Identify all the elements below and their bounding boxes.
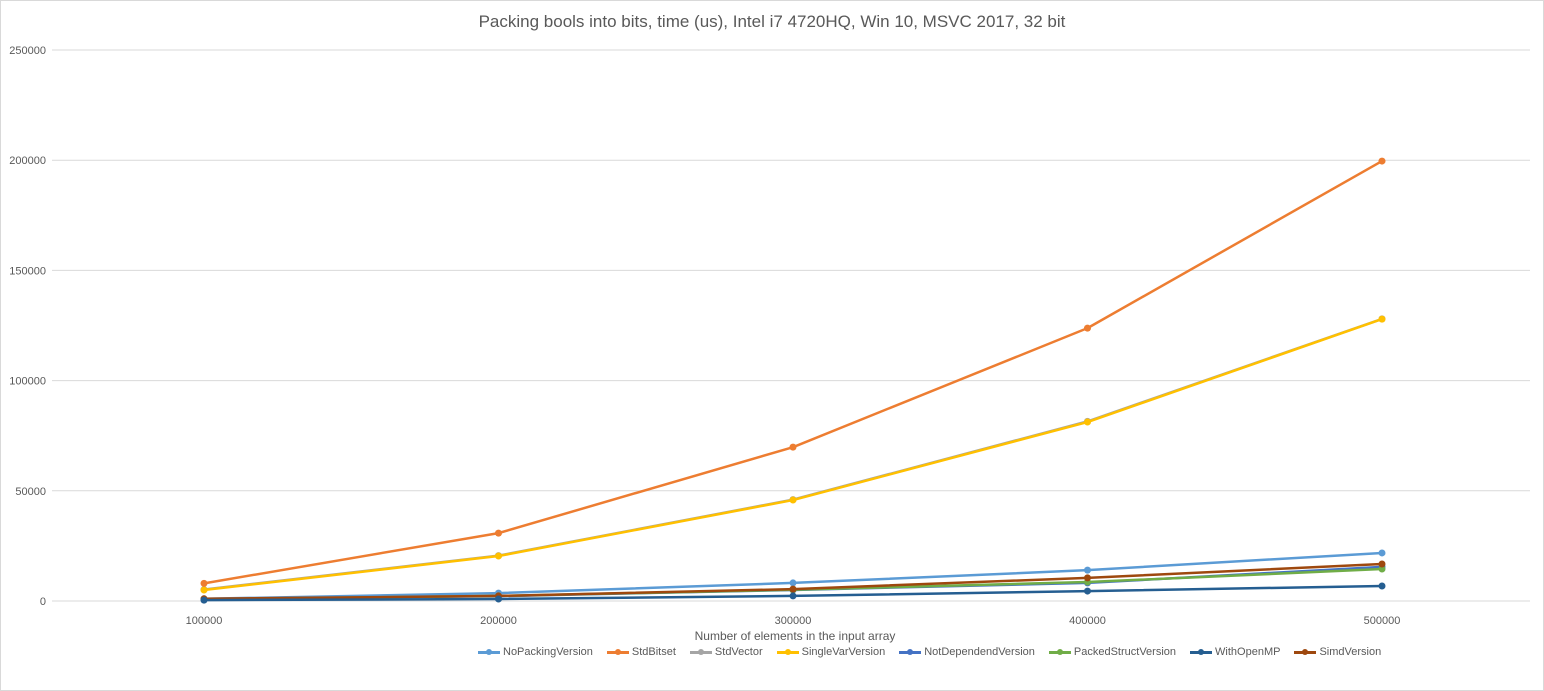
series-line-StdBitset	[203, 159, 1383, 585]
legend-marker-icon	[1190, 648, 1213, 655]
x-axis-label: Number of elements in the input array	[694, 629, 896, 643]
data-point-SingleVarVersion	[789, 496, 797, 504]
legend-item: StdVector	[689, 646, 763, 658]
legend-label: NotDependendVersion	[924, 646, 1035, 658]
legend-label: PackedStructVersion	[1073, 646, 1177, 658]
data-point-StdBitset	[200, 579, 208, 587]
x-tick-label: 300000	[775, 615, 812, 627]
data-point-WithOpenMP	[1378, 582, 1386, 590]
legend-label: NoPackingVersion	[503, 646, 593, 658]
legend-label: StdBitset	[631, 646, 676, 658]
data-point-SingleVarVersion	[200, 586, 208, 594]
legend-item: PackedStructVersion	[1048, 646, 1177, 658]
data-point-StdBitset	[1084, 324, 1091, 332]
data-point-SingleVarVersion	[495, 552, 502, 560]
data-point-SimdVersion	[1084, 574, 1091, 582]
data-point-WithOpenMP	[789, 592, 797, 600]
legend: NoPackingVersion StdBitset StdVector Single…	[478, 646, 1381, 658]
data-point-WithOpenMP	[1084, 587, 1091, 595]
data-point-NoPackingVersion	[1084, 566, 1091, 574]
x-tick-label: 500000	[1364, 615, 1401, 627]
series-line-SingleVarVersion	[203, 317, 1383, 592]
data-point-StdBitset	[789, 443, 797, 451]
data-point-SingleVarVersion	[1084, 418, 1091, 426]
y-tick-label: 0	[40, 596, 46, 608]
legend-marker-icon	[1294, 648, 1317, 655]
y-tick-label: 50000	[15, 486, 46, 498]
y-tick-label: 150000	[9, 265, 46, 277]
data-point-SimdVersion	[1378, 560, 1386, 568]
legend-label: WithOpenMP	[1215, 646, 1281, 658]
x-tick-label: 200000	[480, 615, 517, 627]
legend-item: NoPackingVersion	[478, 646, 593, 658]
legend-marker-icon	[899, 648, 922, 655]
legend-marker-icon	[689, 648, 712, 655]
y-tick-label: 250000	[9, 45, 46, 57]
data-point-NoPackingVersion	[789, 579, 797, 587]
legend-marker-icon	[478, 648, 500, 655]
data-point-WithOpenMP	[495, 595, 502, 603]
legend-item: SimdVersion	[1294, 646, 1381, 658]
legend-item: StdBitset	[606, 646, 676, 658]
legend-marker-icon	[776, 648, 799, 655]
legend-label: StdVector	[714, 646, 763, 658]
data-point-StdBitset	[1378, 157, 1386, 165]
legend-label: SingleVarVersion	[801, 646, 886, 658]
legend-item: NotDependendVersion	[899, 646, 1035, 658]
series-line-StdVector	[203, 317, 1383, 591]
x-tick-label: 400000	[1069, 615, 1106, 627]
data-point-SimdVersion	[789, 585, 797, 593]
legend-marker-icon	[1048, 648, 1071, 655]
y-tick-label: 200000	[9, 155, 46, 167]
data-point-SingleVarVersion	[1378, 315, 1386, 323]
legend-item: SingleVarVersion	[776, 646, 886, 658]
data-point-PackedStructVersion	[1378, 565, 1386, 573]
data-point-NoPackingVersion	[1378, 549, 1386, 557]
legend-marker-icon	[606, 648, 629, 655]
chart-title: Packing bools into bits, time (us), Inte…	[478, 12, 1066, 31]
legend-label: SimdVersion	[1319, 646, 1382, 658]
legend-item: WithOpenMP	[1190, 646, 1280, 658]
data-point-StdBitset	[495, 529, 502, 537]
x-tick-label: 100000	[186, 615, 223, 627]
data-point-WithOpenMP	[200, 596, 208, 604]
y-tick-label: 100000	[9, 376, 46, 388]
